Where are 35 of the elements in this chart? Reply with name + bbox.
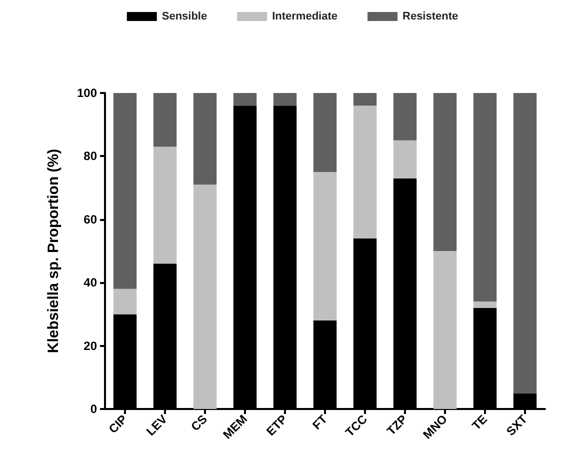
x-tick-label: TZP (384, 412, 410, 438)
x-tick-label: FT (310, 412, 330, 432)
bar (433, 93, 457, 251)
x-tick-label: TCC (342, 412, 370, 440)
y-tick-label: 80 (84, 149, 98, 164)
bar (313, 172, 337, 321)
bar (393, 93, 417, 140)
bar (353, 93, 377, 106)
bar (513, 93, 537, 394)
x-tick-label: TE (469, 412, 490, 433)
y-tick-label: 60 (84, 212, 98, 226)
bar (193, 93, 217, 185)
bar (313, 93, 337, 172)
bar (393, 140, 417, 178)
bar (433, 251, 457, 409)
bar (353, 106, 377, 238)
x-tick-label: CS (188, 412, 210, 434)
bar (473, 302, 497, 308)
y-axis-title: Klebsiella sp. Proportion (%) (45, 148, 62, 354)
bar (273, 93, 297, 106)
x-tick-label: CIP (106, 412, 130, 436)
y-tick-label: 0 (90, 402, 98, 416)
bar (153, 93, 177, 147)
y-tick-label: 40 (84, 276, 98, 290)
y-tick-label: 100 (76, 86, 98, 100)
bar (153, 146, 177, 264)
bar (193, 184, 217, 409)
bar (113, 93, 137, 289)
y-tick-label: 20 (84, 338, 98, 353)
legend-label: Resistente (402, 10, 458, 22)
legend-label: Intermediate (272, 10, 338, 22)
bar (113, 288, 137, 314)
bar (233, 93, 257, 106)
legend-label: Sensible (162, 10, 208, 22)
bar (473, 93, 497, 302)
